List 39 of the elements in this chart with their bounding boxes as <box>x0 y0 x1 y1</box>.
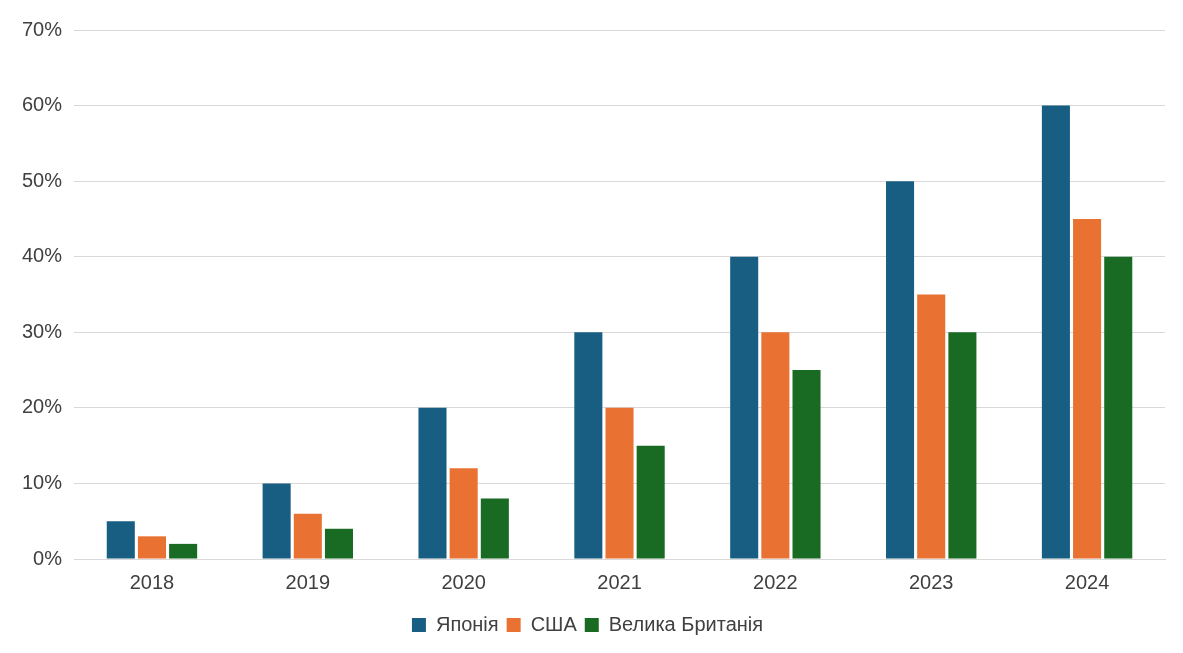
y-tick-label: 50% <box>22 168 63 191</box>
bar <box>169 543 198 559</box>
legend-label: США <box>530 612 578 635</box>
bar <box>449 468 478 559</box>
bar <box>293 513 322 559</box>
bar <box>761 332 790 559</box>
legend-label: Японія <box>435 612 499 635</box>
bar <box>418 407 447 559</box>
bar <box>480 498 509 559</box>
bar <box>262 483 291 559</box>
x-tick-label: 2023 <box>908 570 954 593</box>
bar <box>106 521 135 559</box>
bar <box>1073 218 1102 559</box>
y-tick-label: 20% <box>22 395 63 418</box>
bar <box>730 256 759 559</box>
x-tick-label: 2020 <box>441 570 486 593</box>
y-tick-label: 30% <box>22 319 63 342</box>
bar <box>948 332 977 559</box>
bar <box>1041 105 1070 559</box>
x-tick-label: 2022 <box>753 570 798 593</box>
bar <box>1104 256 1133 559</box>
x-tick-label: 2024 <box>1064 570 1110 593</box>
y-tick-label: 60% <box>22 93 63 116</box>
y-tick-label: 70% <box>22 17 63 40</box>
bar <box>324 528 354 559</box>
y-tick-label: 40% <box>22 244 63 267</box>
x-tick-label: 2018 <box>129 570 175 593</box>
bar <box>574 332 603 559</box>
bar <box>886 181 915 559</box>
x-tick-label: 2019 <box>285 570 331 593</box>
y-tick-label: 0% <box>33 546 63 569</box>
bar <box>917 294 946 559</box>
x-tick-label: 2021 <box>597 570 642 593</box>
bar <box>636 445 665 559</box>
legend-label: Велика Британія <box>608 612 764 635</box>
bar <box>137 536 166 559</box>
bar <box>792 370 821 559</box>
y-tick-label: 10% <box>22 470 63 493</box>
bar <box>605 407 634 559</box>
